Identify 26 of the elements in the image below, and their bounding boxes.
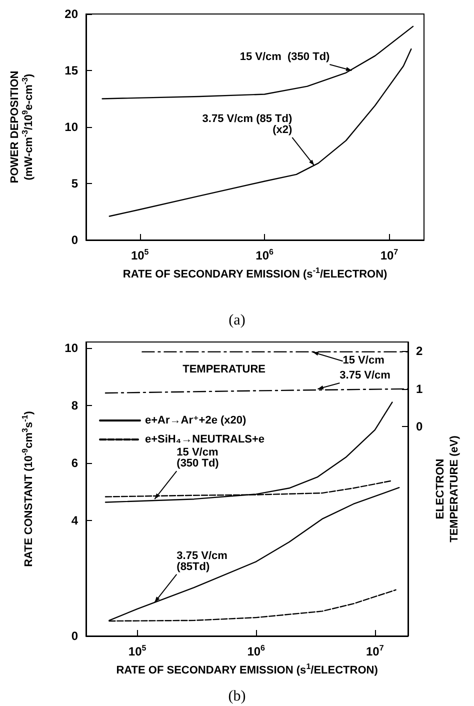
annotation: 3.75 V/cm (85Td) xyxy=(176,550,228,573)
y-tick-label: 10 xyxy=(64,340,78,355)
text: (a) xyxy=(228,312,246,328)
y-tick-label: 6 xyxy=(71,456,78,470)
y2-tick-label: 0 xyxy=(416,420,423,434)
y-tick-label: 10 xyxy=(64,120,78,134)
y-axis-title: RATE CONSTANT (10-9cm3s-1) xyxy=(20,410,35,567)
y-tick-label: 0 xyxy=(71,629,78,643)
annotation: 15 V/cm (350 Td) xyxy=(240,51,330,63)
y2-tick-label: 2 xyxy=(416,344,423,358)
annotation: TEMPERATURE xyxy=(182,364,266,376)
y-tick-label: 15 xyxy=(64,64,78,78)
annotation: 3.75 V/cm (85 Td) (x2) xyxy=(202,112,292,136)
y-tick-label: 5 xyxy=(71,176,78,190)
legend-label: e+SiH₄→NEUTRALS+e xyxy=(145,434,265,446)
annotation: 15 V/cm xyxy=(342,354,385,367)
y2-axis-title: ELECTRON TEMPERATURE (eV) xyxy=(434,435,461,542)
text: (b) xyxy=(228,688,246,704)
y-tick-label: 0 xyxy=(71,233,78,247)
legend-label: e+Ar→Ar⁺+2e (x20) xyxy=(145,414,247,426)
y2-tick-label: 1 xyxy=(416,382,423,396)
y-tick-label: 20 xyxy=(64,7,78,21)
y-tick-label: 4 xyxy=(71,514,78,528)
annotation: 15 V/cm (350 Td) xyxy=(176,446,220,470)
y-tick-label: 8 xyxy=(71,398,78,412)
annotation: 3.75 V/cm xyxy=(340,369,391,382)
